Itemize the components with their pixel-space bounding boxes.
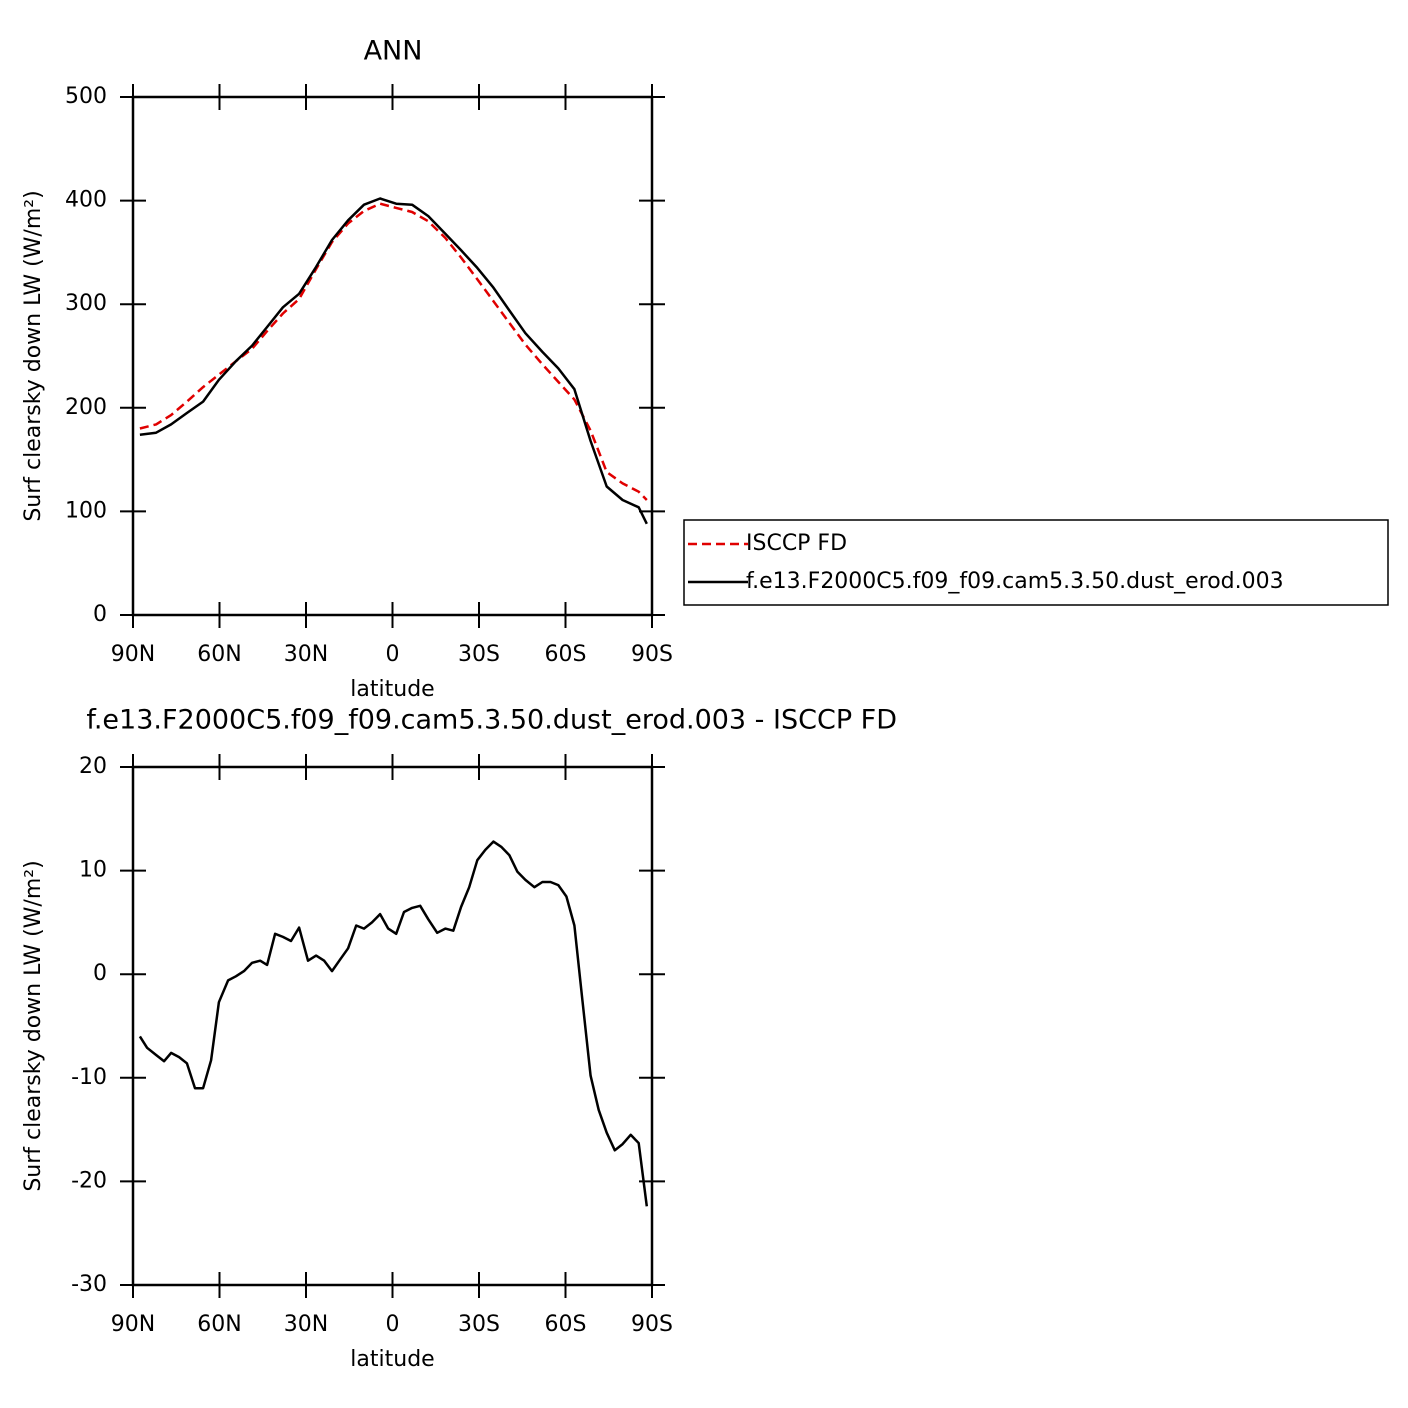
x-tick-label: 90N bbox=[111, 642, 155, 667]
x-tick-label: 60S bbox=[545, 642, 587, 667]
plot-frame bbox=[131, 765, 654, 1287]
x-tick-label: 30N bbox=[284, 1312, 328, 1337]
x-tick-label: 60S bbox=[545, 1312, 587, 1337]
data-line bbox=[139, 202, 648, 501]
y-tick-label: 400 bbox=[65, 188, 107, 213]
data-line bbox=[138, 840, 649, 1207]
y-tick-label: 10 bbox=[79, 858, 107, 883]
x-tick-label: 30N bbox=[284, 642, 328, 667]
legend-box bbox=[683, 519, 1389, 606]
y-tick-label: 0 bbox=[93, 961, 107, 986]
x-tick-label: 60N bbox=[197, 1312, 241, 1337]
chart-title: f.e13.F2000C5.f09_f09.cam5.3.50.dust_ero… bbox=[86, 705, 897, 736]
y-axis-label: Surf clearsky down LW (W/m²) bbox=[21, 860, 46, 1191]
chart-title: ANN bbox=[364, 36, 423, 67]
plot-frame bbox=[131, 95, 654, 617]
x-tick-label: 90S bbox=[631, 642, 673, 667]
y-tick-label: 300 bbox=[65, 291, 107, 316]
y-tick-label: 0 bbox=[93, 602, 107, 627]
y-tick-label: -10 bbox=[71, 1065, 107, 1090]
x-tick-label: 30S bbox=[458, 1312, 500, 1337]
legend-label: f.e13.F2000C5.f09_f09.cam5.3.50.dust_ero… bbox=[746, 569, 1284, 594]
y-tick-label: 500 bbox=[65, 84, 107, 109]
x-tick-label: 90N bbox=[111, 1312, 155, 1337]
y-tick-label: 100 bbox=[65, 498, 107, 523]
y-tick-label: 200 bbox=[65, 395, 107, 420]
x-tick-label: 0 bbox=[386, 642, 400, 667]
x-tick-label: 30S bbox=[458, 642, 500, 667]
y-tick-label: 20 bbox=[79, 754, 107, 779]
y-tick-label: -20 bbox=[71, 1168, 107, 1193]
x-tick-label: 60N bbox=[197, 642, 241, 667]
y-tick-label: -30 bbox=[71, 1272, 107, 1297]
data-line bbox=[139, 197, 648, 525]
x-axis-label: latitude bbox=[350, 677, 434, 702]
y-axis-label: Surf clearsky down LW (W/m²) bbox=[21, 190, 46, 521]
x-tick-label: 90S bbox=[631, 1312, 673, 1337]
x-tick-label: 0 bbox=[386, 1312, 400, 1337]
legend-label: ISCCP FD bbox=[746, 531, 847, 556]
x-axis-label: latitude bbox=[350, 1347, 434, 1372]
